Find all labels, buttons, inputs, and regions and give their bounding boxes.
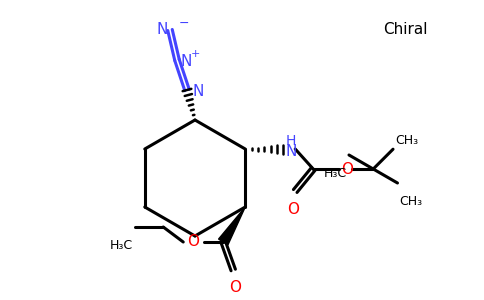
Text: N: N	[285, 145, 297, 160]
Polygon shape	[219, 207, 245, 245]
Text: O: O	[229, 280, 241, 295]
Text: H₃C: H₃C	[110, 239, 133, 252]
Text: −: −	[179, 16, 190, 29]
Text: N: N	[181, 53, 192, 68]
Text: H₃C: H₃C	[324, 167, 347, 180]
Text: O: O	[341, 161, 353, 176]
Text: H: H	[285, 134, 296, 148]
Text: CH₃: CH₃	[395, 134, 418, 147]
Text: CH₃: CH₃	[399, 195, 423, 208]
Text: N: N	[157, 22, 168, 38]
Text: Chiral: Chiral	[383, 22, 427, 37]
Text: N: N	[192, 85, 203, 100]
Text: O: O	[187, 235, 199, 250]
Text: O: O	[287, 202, 299, 217]
Text: +: +	[191, 49, 200, 59]
